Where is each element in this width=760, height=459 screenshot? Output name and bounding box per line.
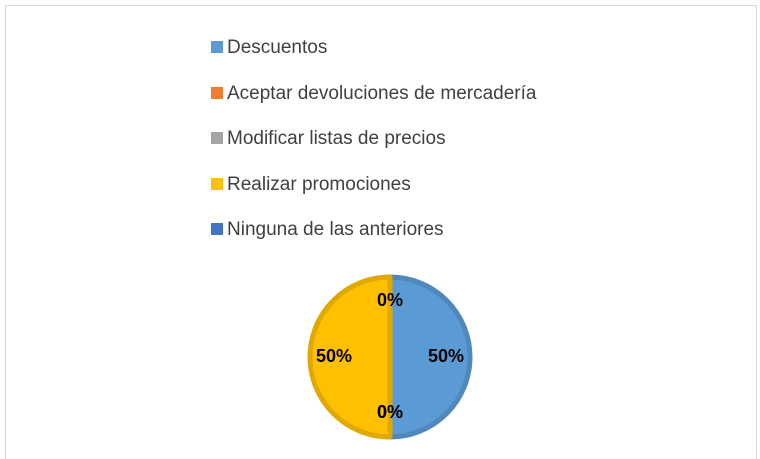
legend-label: Descuentos	[227, 37, 327, 58]
data-label: 0%	[377, 402, 403, 422]
legend-label: Ninguna de las anteriores	[227, 219, 444, 240]
legend-label: Aceptar devoluciones de mercadería	[227, 83, 537, 104]
legend-label: Realizar promociones	[227, 174, 411, 195]
legend-swatch	[211, 223, 223, 235]
pie-slice	[307, 274, 393, 440]
data-label: 50%	[428, 346, 464, 366]
legend-swatch	[211, 178, 223, 190]
data-label: 50%	[316, 346, 352, 366]
pie-slice	[387, 274, 473, 440]
data-label: 0%	[377, 402, 403, 422]
legend-swatch	[211, 41, 223, 53]
data-label: 0%	[377, 290, 403, 310]
legend-swatch	[211, 87, 223, 99]
legend-label: Modificar listas de precios	[227, 128, 446, 149]
legend-swatch	[211, 132, 223, 144]
